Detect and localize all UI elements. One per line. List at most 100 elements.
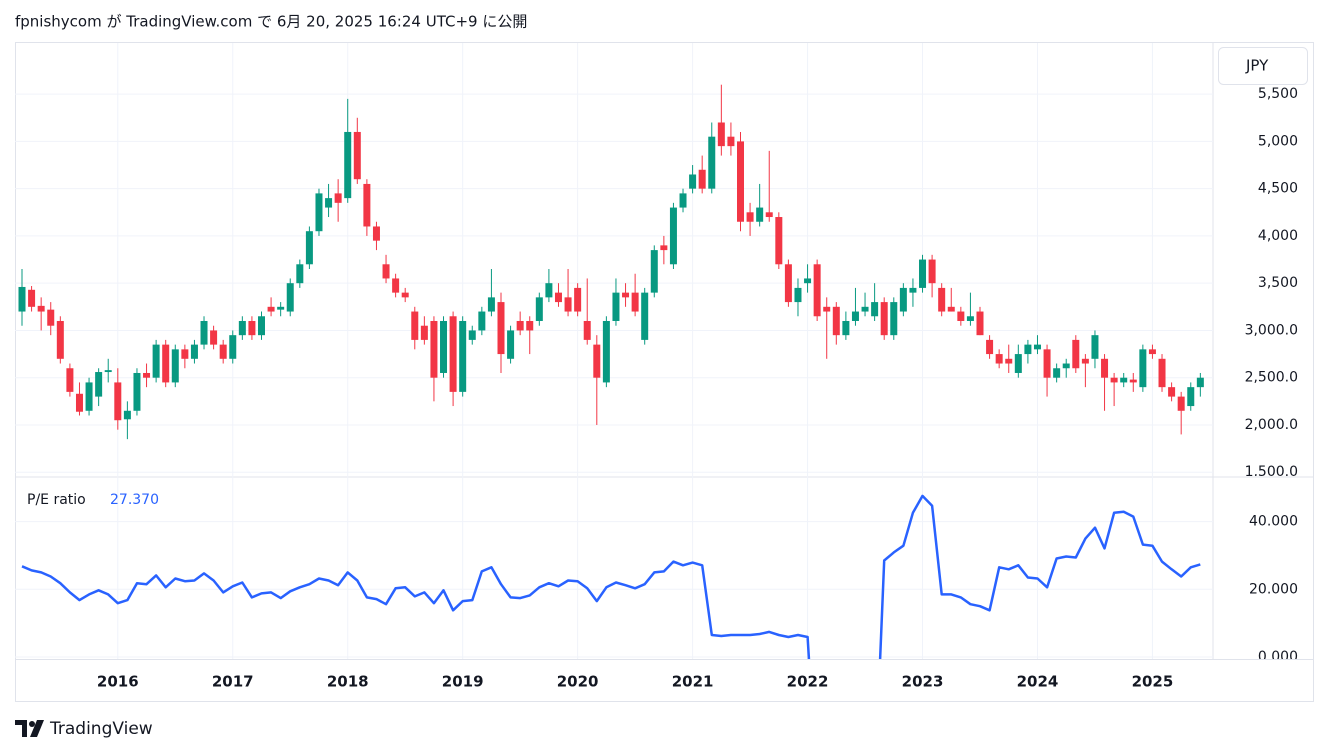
candle-body — [1177, 396, 1185, 411]
candle-body — [1120, 377, 1128, 383]
candle-body — [468, 330, 476, 340]
x-tick-label: 2025 — [1132, 673, 1174, 691]
candle-body — [986, 339, 994, 355]
candle-body — [1014, 354, 1022, 373]
chart-frame — [15, 42, 1314, 702]
candle-body — [200, 320, 208, 345]
candle-body — [516, 320, 524, 331]
candle-body — [1005, 358, 1013, 364]
candle-body — [535, 297, 543, 321]
candle-body — [162, 344, 170, 383]
candle-body — [497, 302, 505, 355]
candle-body — [698, 169, 706, 189]
candle-body — [851, 311, 859, 321]
x-tick-label: 2016 — [97, 673, 139, 691]
candle-body — [650, 250, 658, 293]
candle-body — [890, 302, 898, 336]
candle-body — [871, 302, 879, 317]
candle-body — [382, 264, 390, 279]
candle-body — [296, 264, 304, 284]
candle-body — [775, 217, 783, 265]
x-tick-label: 2020 — [557, 673, 599, 691]
candle-body — [1168, 387, 1176, 397]
candle-body — [487, 297, 495, 312]
candle-body — [430, 320, 438, 378]
y-tick-label: 3,000.0 — [1245, 322, 1298, 338]
candle-body — [171, 349, 179, 383]
candle-body — [622, 292, 630, 298]
candle-body — [1091, 335, 1099, 359]
y-tick-label: 40.000 — [1249, 514, 1298, 530]
candle-body — [47, 309, 55, 326]
candle-body — [459, 320, 467, 392]
x-tick-label: 2019 — [442, 673, 484, 691]
candle-body — [899, 287, 907, 312]
candle-body — [37, 305, 45, 312]
candle-body — [583, 320, 591, 340]
candle-body — [440, 320, 448, 373]
x-tick-label: 2021 — [672, 673, 714, 691]
candle-body — [938, 287, 946, 312]
x-tick-label: 2024 — [1017, 673, 1059, 691]
candle-body — [411, 311, 419, 340]
candle-body — [219, 344, 227, 359]
y-tick-label: 4,500 — [1258, 181, 1298, 197]
time-axis: 2016 2017 2018 2019 2020 2021 2022 2023 2024 2025 — [97, 673, 1173, 691]
candle-body — [478, 311, 486, 331]
candle-body — [641, 292, 649, 340]
y-tick-label: 5,000 — [1258, 133, 1298, 149]
candle-body — [1110, 377, 1118, 383]
x-tick-label: 2017 — [212, 673, 254, 691]
x-tick-label: 2023 — [902, 673, 944, 691]
price-axis: 1,500.0 2,000.0 2,500.0 3,000.0 3,500 4,000 4,… — [1245, 86, 1298, 476]
candle-body — [353, 131, 361, 180]
candle-body — [75, 393, 83, 412]
y-tick-label: 3,500 — [1258, 275, 1298, 291]
candle-body — [669, 207, 677, 265]
candle-body — [1072, 339, 1080, 369]
candle-body — [804, 278, 812, 284]
candle-body — [258, 316, 265, 336]
footer-logo: TradingView — [49, 719, 153, 739]
candle-body — [1053, 368, 1061, 378]
candle-body — [660, 245, 668, 251]
candle-body — [928, 259, 936, 284]
candle-body — [420, 325, 428, 340]
candle-body — [85, 382, 93, 411]
candle-body — [1148, 349, 1156, 355]
candle-body — [123, 410, 131, 420]
candle-body — [325, 198, 333, 208]
currency-label[interactable]: JPY — [1245, 57, 1269, 75]
candle-body — [976, 311, 984, 336]
candle-body — [1062, 363, 1070, 369]
candle-body — [507, 330, 515, 359]
candle-body — [305, 231, 313, 265]
candles — [18, 84, 1204, 440]
candle-body — [392, 278, 400, 293]
x-tick-label: 2022 — [787, 673, 829, 691]
pe-line-pane — [21, 494, 1201, 659]
currency-button[interactable] — [1218, 47, 1308, 85]
candle-body — [1024, 344, 1032, 355]
candle-body — [1158, 358, 1166, 388]
candle-body — [784, 264, 792, 303]
candle-body — [526, 320, 534, 331]
y-tick-label: 5,500 — [1258, 86, 1298, 102]
candle-body — [210, 330, 218, 345]
candle-body — [95, 372, 103, 397]
candle-body — [947, 306, 955, 312]
candle-body — [1196, 377, 1204, 388]
candle-body — [181, 349, 189, 359]
candle-body — [880, 302, 888, 336]
candle-body — [372, 226, 380, 241]
candle-body — [545, 283, 553, 298]
candle-body — [334, 193, 342, 203]
y-tick-label: 0.000 — [1258, 649, 1298, 665]
candle-body — [689, 174, 697, 189]
candle-body — [363, 183, 371, 227]
candle-body — [1033, 344, 1041, 350]
candle-body — [593, 344, 601, 378]
candle-body — [66, 368, 74, 392]
candle-body — [995, 354, 1003, 364]
